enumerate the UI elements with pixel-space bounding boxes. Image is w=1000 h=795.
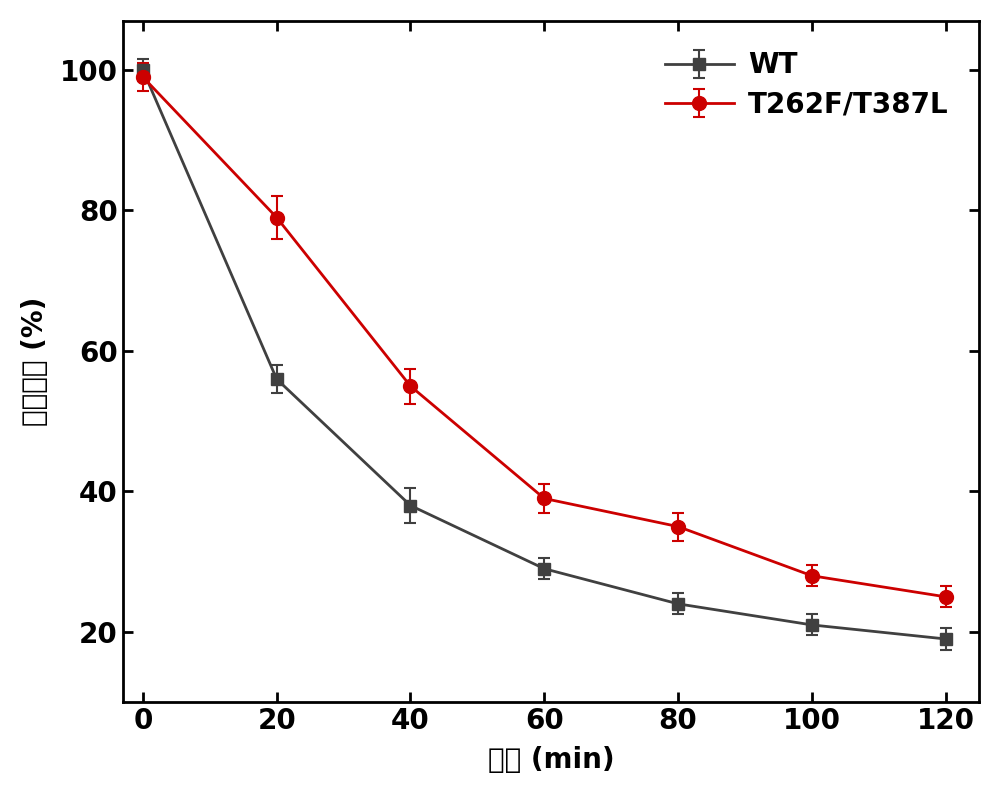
X-axis label: 时间 (min): 时间 (min) [488,747,614,774]
Y-axis label: 残余活力 (%): 残余活力 (%) [21,297,49,426]
Legend: WT, T262F/T387L: WT, T262F/T387L [648,35,965,135]
